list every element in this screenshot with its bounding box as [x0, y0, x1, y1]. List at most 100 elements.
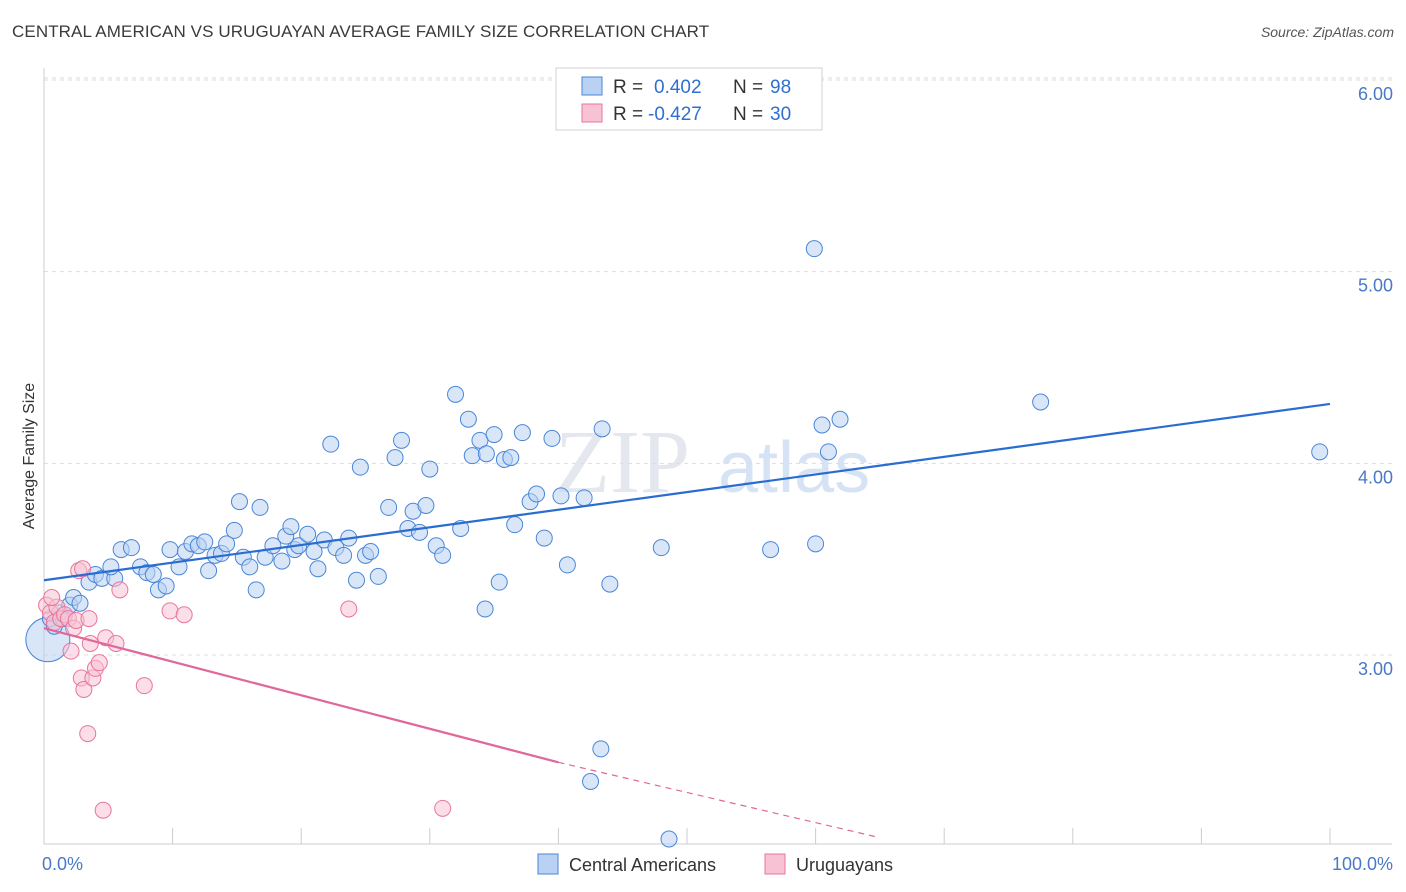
y-tick-label: 4.00 [1358, 467, 1393, 487]
central-american-point [393, 431, 411, 449]
legend-swatch-blue [581, 76, 603, 96]
uruguayan-point [340, 600, 358, 618]
central-american-point [558, 556, 576, 574]
legend-n-value-pink: 30 [770, 104, 791, 125]
central-american-point [251, 498, 269, 516]
central-american-point [380, 498, 398, 516]
central-americans-trend-line [43, 402, 1331, 582]
uruguayan-point [161, 602, 179, 620]
central-american-point [459, 410, 477, 428]
source-label: Source: ZipAtlas.com [1260, 24, 1394, 40]
central-american-point [196, 533, 214, 551]
y-tick-label: 6.00 [1358, 84, 1393, 104]
y-axis-title: Average Family Size [21, 383, 38, 530]
legend: R = 0.402 N = 98 R = -0.427 N = 30 [555, 67, 823, 131]
legend-n-label-pink: N = [733, 104, 763, 125]
chart-title: CENTRAL AMERICAN VS URUGUAYAN AVERAGE FA… [12, 22, 710, 41]
central-american-point [362, 543, 380, 560]
central-american-point [490, 573, 508, 591]
central-american-point [506, 516, 524, 534]
uruguayan-point [111, 581, 129, 599]
central-american-point [592, 740, 610, 758]
central-american-point [593, 420, 611, 438]
central-american-point [1032, 393, 1050, 411]
central-american-point [299, 525, 317, 543]
central-american-point [157, 577, 175, 595]
central-american-point [71, 594, 89, 612]
central-american-point [447, 385, 465, 403]
central-american-point [247, 581, 265, 599]
central-american-point [122, 539, 140, 557]
central-american-point [351, 458, 369, 476]
central-american-point [322, 435, 340, 453]
central-american-point [411, 523, 429, 541]
central-american-point [535, 529, 553, 547]
central-american-point [552, 487, 570, 505]
uruguayans-trend-line [43, 627, 559, 764]
central-american-point [813, 416, 831, 434]
central-american-point [1311, 443, 1329, 461]
central-american-point [543, 429, 561, 447]
central-american-point [652, 539, 670, 557]
central-american-point [477, 445, 495, 463]
central-american-point [660, 830, 678, 848]
central-americans-points [25, 240, 1329, 848]
uruguayan-point [74, 560, 92, 578]
uruguayan-point [75, 681, 93, 698]
legend-r-label-blue: R = [613, 77, 643, 98]
uruguayans-trend-extension [558, 761, 878, 838]
central-american-point [369, 567, 387, 585]
legend-r-label-pink: R = [613, 104, 643, 125]
series-label-central-americans: Central Americans [569, 855, 716, 875]
central-american-point [528, 485, 546, 503]
y-tick-label: 5.00 [1358, 276, 1393, 296]
uruguayan-point [94, 801, 112, 819]
series-swatch-pink [764, 853, 786, 875]
uruguayans-points [38, 560, 452, 819]
uruguayan-point [175, 606, 193, 624]
central-american-point [161, 541, 179, 559]
uruguayan-point [434, 799, 452, 817]
uruguayan-point [43, 589, 61, 606]
central-american-point [273, 552, 291, 570]
central-american-point [476, 600, 494, 618]
central-american-point [807, 535, 825, 553]
central-american-point [200, 562, 218, 580]
central-american-point [347, 571, 365, 589]
central-american-point [805, 240, 823, 258]
central-american-point [762, 541, 780, 559]
legend-n-value-blue: 98 [770, 77, 791, 98]
central-american-point [575, 489, 593, 507]
central-american-point [417, 497, 435, 514]
axes [43, 68, 1392, 845]
central-american-point [144, 566, 162, 583]
legend-swatch-pink [581, 103, 603, 123]
x-tick-label-min: 0.0% [42, 854, 83, 874]
uruguayan-point [79, 725, 97, 743]
uruguayan-point [62, 642, 80, 660]
central-american-point [386, 449, 404, 467]
watermark-zip: ZIP [555, 413, 690, 512]
tick-labels: 3.00 4.00 5.00 6.00 0.0% 100.0% [42, 84, 1393, 874]
central-american-point [241, 558, 259, 576]
y-tick-label: 3.00 [1358, 659, 1393, 679]
trend-lines [43, 402, 1331, 838]
central-american-point [335, 546, 353, 564]
x-tick-label-max: 100.0% [1332, 854, 1393, 874]
series-swatch-blue [537, 853, 559, 875]
legend-r-value-blue: 0.402 [654, 77, 702, 98]
central-american-point [421, 460, 439, 478]
legend-r-value-pink: -0.427 [648, 104, 702, 125]
central-american-point [225, 521, 243, 539]
central-american-point [485, 426, 503, 444]
central-american-point [582, 773, 600, 790]
uruguayan-point [80, 610, 98, 628]
central-american-point [502, 449, 520, 467]
central-american-point [282, 518, 300, 536]
legend-n-label-blue: N = [733, 77, 763, 98]
central-american-point [230, 493, 248, 511]
watermark-atlas: atlas [718, 428, 870, 508]
central-american-point [463, 447, 481, 465]
central-american-point [819, 443, 837, 461]
